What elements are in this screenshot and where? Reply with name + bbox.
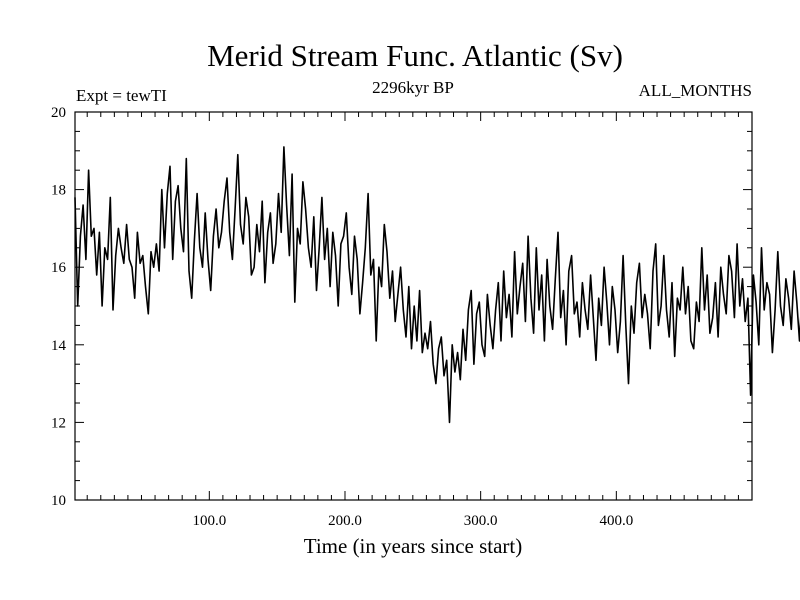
plot-frame — [74, 111, 753, 501]
x-tick-label: 300.0 — [464, 513, 498, 529]
y-tick-label: 20 — [51, 105, 66, 121]
x-axis: 100.0 200.0 300.0 400.0 — [86, 112, 739, 529]
x-tick-label: 400.0 — [599, 513, 633, 529]
x-tick-label: 200.0 — [328, 513, 362, 529]
y-tick-label: 14 — [51, 338, 67, 354]
chart-subtitle: 2296kyr BP — [372, 78, 454, 97]
y-tick-label: 10 — [51, 493, 66, 509]
y-tick-label: 12 — [51, 415, 66, 431]
period-label: ALL_MONTHS — [639, 81, 752, 100]
x-tick-label: 100.0 — [192, 513, 226, 529]
x-axis-label: Time (in years since start) — [304, 534, 523, 558]
y-tick-label: 18 — [51, 183, 66, 199]
chart-title: Merid Stream Func. Atlantic (Sv) — [207, 38, 623, 73]
experiment-label: Expt = tewTI — [76, 86, 167, 105]
y-tick-label: 16 — [51, 260, 67, 276]
series-line — [74, 146, 800, 424]
